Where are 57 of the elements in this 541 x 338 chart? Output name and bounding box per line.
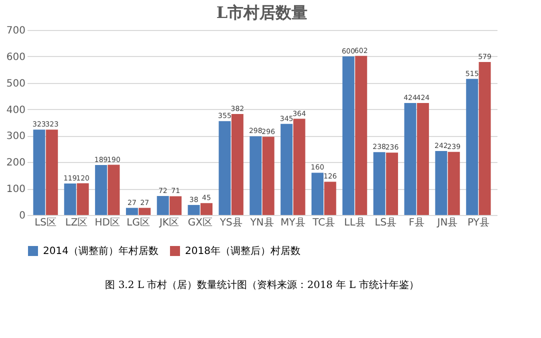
y-tick-label: 500 [6, 78, 26, 90]
x-tick-label: LS区 [34, 218, 57, 228]
bar [404, 102, 416, 215]
bar [33, 130, 46, 215]
legend-label: 2014（调整前）年村居数 [43, 245, 158, 257]
bar [95, 165, 108, 215]
bar [478, 62, 491, 215]
bar [435, 151, 448, 215]
y-tick-label: 300 [6, 131, 26, 142]
caption: 图 3.2 L 市村（居）数量统计图（资料来源：2018 年 L 市统计年鉴） [105, 279, 419, 291]
bar [466, 78, 478, 215]
x-tick-label: LG区 [126, 218, 150, 228]
x-tick-label: YN县 [249, 218, 274, 228]
y-tick-label: 0 [19, 210, 26, 222]
legend-label: 2018年（调整后）村居数 [185, 245, 300, 257]
bar [342, 56, 354, 215]
x-tick-label: TC县 [312, 218, 336, 228]
bar [416, 102, 429, 215]
bar [156, 196, 169, 215]
bar [200, 203, 212, 215]
x-tick-label: PY县 [467, 218, 490, 228]
x-tick-label: LL县 [344, 218, 366, 228]
y-tick-label: 600 [6, 52, 26, 63]
x-tick-label: YS县 [218, 218, 242, 228]
x-tick-label: MY县 [280, 218, 306, 228]
x-tick-label: LZ区 [65, 218, 88, 228]
bar [188, 204, 200, 215]
bar [355, 56, 368, 215]
x-tick-label: GX区 [188, 218, 212, 228]
y-tick-label: 100 [6, 184, 26, 196]
bar [448, 152, 460, 215]
bar [46, 130, 58, 215]
bar [373, 152, 386, 215]
bar [108, 164, 120, 215]
x-tick-label: JN县 [436, 218, 458, 228]
bar [126, 208, 138, 215]
y-tick-label: 200 [6, 158, 26, 169]
x-tick-label: LS县 [374, 218, 397, 228]
bar [262, 136, 274, 215]
bar [280, 124, 293, 215]
bar [231, 114, 244, 215]
bar [218, 121, 231, 215]
y-tick-label: 700 [6, 26, 26, 36]
x-tick-label: F县 [408, 218, 424, 228]
bar [386, 152, 398, 215]
bar [312, 172, 324, 215]
x-tick-label: JK区 [158, 218, 179, 228]
x-tick-label: HD区 [94, 218, 120, 228]
bar [250, 136, 262, 215]
bar [170, 196, 182, 215]
y-tick-label: 400 [6, 104, 26, 116]
bar [293, 118, 306, 215]
chart-title: L市村居数量 [216, 3, 308, 22]
bar [76, 183, 89, 215]
bar [64, 184, 76, 215]
bar [324, 182, 336, 215]
bar [138, 208, 151, 215]
